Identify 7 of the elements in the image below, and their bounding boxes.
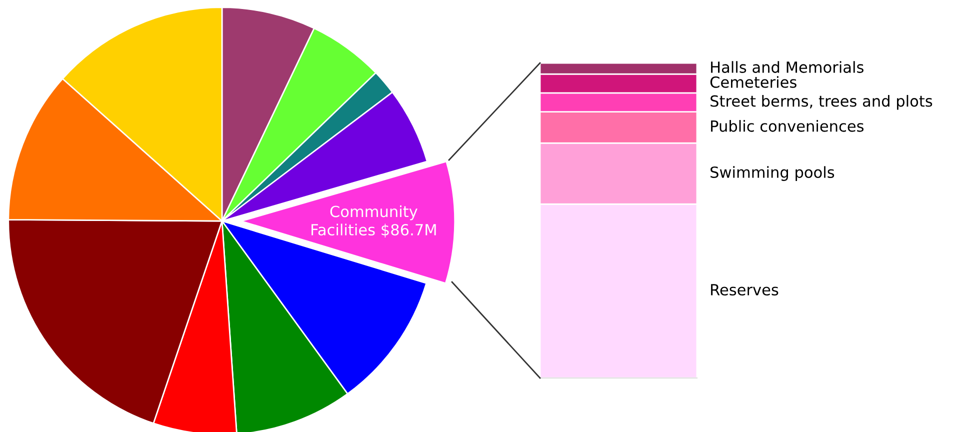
series-label: Public conveniences [711,120,864,132]
series-label: Reserves [711,284,778,296]
series-label: Street berms, trees and plots [710,94,932,110]
series-label: Halls and Memorials [711,61,864,73]
data-label: Community Facilities $86.7M [312,205,436,238]
series-label: Swimming pools [710,166,834,181]
series-label: Cemeteries [710,76,796,88]
